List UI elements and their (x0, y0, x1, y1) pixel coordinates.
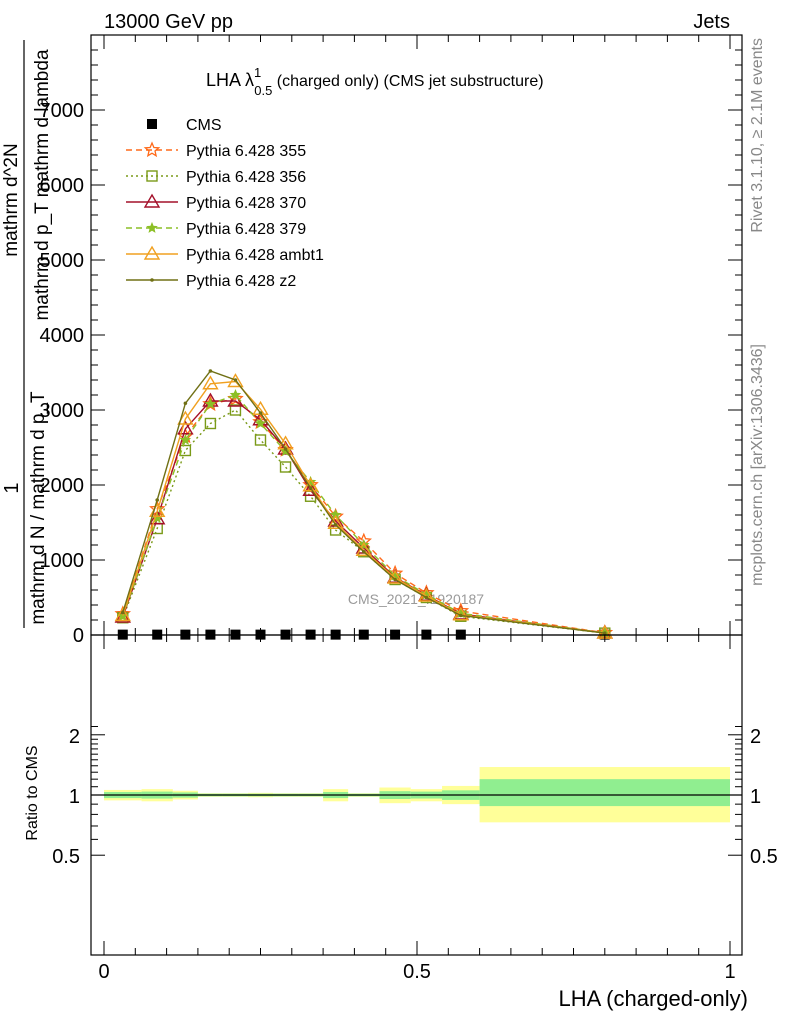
data-point (114, 607, 131, 622)
ratio-inner-band (479, 779, 730, 807)
main-axis-ticks: 0 1000 2000 3000 4000 5000 6000 7000 (40, 35, 742, 647)
ylabel-one: 1 (1, 482, 23, 493)
main-y-tick-label: 7000 (40, 100, 85, 122)
ratio-y-tick-label-right: 0.5 (750, 846, 778, 868)
legend-marker (146, 170, 158, 182)
data-point (204, 397, 217, 409)
data-point (179, 433, 192, 445)
data-point (459, 613, 463, 618)
data-point (393, 577, 397, 582)
data-point (361, 549, 366, 554)
legend-marker (146, 221, 158, 233)
header-left: 13000 GeV pp (104, 11, 233, 33)
legend-label: Pythia 6.428 370 (186, 195, 306, 212)
ratio-y-tick-label-right: 1 (750, 786, 761, 808)
rivet-label: Rivet 3.1.10, ≥ 2.1M events (749, 38, 766, 233)
main-y-tick-label: 4000 (40, 325, 85, 347)
legend-item: Pythia 6.428 355 (126, 141, 306, 160)
data-point (202, 375, 219, 390)
x-tick-label: 0 (98, 961, 109, 983)
series-line (122, 394, 605, 634)
legend-item: Pythia 6.428 379 (126, 221, 306, 238)
legend-label: Pythia 6.428 355 (186, 143, 306, 160)
data-point (177, 410, 194, 425)
data-point (254, 417, 267, 429)
ratio-frame (90, 634, 743, 956)
mcplots-label: mcplots.cern.ch [arXiv:1306.3436] (749, 344, 766, 586)
data-point (229, 404, 242, 416)
legend-item: CMS (147, 117, 222, 134)
watermark-text: CMS_2021_I1920187 (348, 591, 484, 607)
legend: CMS Pythia 6.428 355 Pythia 6.428 356 Pythi… (126, 117, 324, 290)
data-point (179, 444, 192, 457)
series-line (122, 398, 605, 634)
series-line (122, 370, 605, 634)
data-point (227, 373, 244, 388)
main-y-axis-label: 1 mathrm d N / mathrm d p_T mathrm d^2N mat… (1, 40, 53, 628)
data-point (120, 610, 125, 615)
main-y-tick-label: 1000 (40, 550, 85, 572)
data-point (283, 447, 288, 451)
data-point (302, 477, 319, 492)
data-point (155, 498, 160, 502)
ratio-panel: 0.5 0.5 1 1 2 2 0 0.5 1 Ratio to CMS LHA (charge… (24, 634, 778, 1011)
ylabel-num-top: mathrm d^2N (1, 143, 22, 256)
data-point (308, 486, 313, 490)
legend-marker (150, 278, 154, 282)
legend-item: Pythia 6.428 ambt1 (126, 245, 324, 264)
legend-label: Pythia 6.428 379 (186, 221, 306, 238)
ratio-y-tick-label: 0.5 (52, 846, 80, 868)
ratio-axis-ticks: 0.5 0.5 1 1 2 2 0 0.5 1 (52, 635, 778, 983)
data-point (233, 378, 238, 382)
main-title: LHA λ1 0.5 (charged only) (CMS jet substr… (206, 65, 544, 98)
legend-marker (143, 245, 161, 260)
main-panel: CMS_2021_I1920187 0 1000 2000 3000 4000 5000 6… (1, 34, 743, 647)
data-point (327, 514, 344, 529)
chart-title-text: LHA λ1 0.5 (charged only) (CMS jet substr… (206, 65, 544, 98)
legend-marker (143, 193, 161, 208)
data-point (204, 417, 217, 430)
legend-label: Pythia 6.428 ambt1 (186, 247, 324, 264)
main-y-tick-label: 6000 (40, 175, 85, 197)
data-point (279, 461, 292, 473)
main-y-tick-label: 2000 (40, 475, 85, 497)
data-point (229, 388, 242, 400)
data-point (183, 401, 188, 406)
legend-label: Pythia 6.428 356 (186, 169, 306, 186)
legend-item: Pythia 6.428 370 (126, 193, 306, 212)
data-point (333, 522, 338, 527)
legend-label: CMS (186, 117, 222, 134)
data-point (258, 411, 263, 415)
data-point (208, 369, 213, 373)
data-point (277, 440, 294, 455)
data-point (177, 420, 194, 435)
ylabel-num-bottom: mathrm d p_T mathrm d lambda (32, 49, 53, 320)
legend-marker (147, 119, 157, 129)
x-tick-label: 0.5 (403, 961, 431, 983)
ratio-y-tick-label-right: 2 (750, 726, 761, 748)
ratio-y-label: Ratio to CMS (24, 745, 41, 840)
series-line (122, 380, 605, 634)
data-point (603, 631, 607, 635)
x-tick-label: 1 (724, 961, 735, 983)
data-point (302, 481, 319, 496)
x-axis-label: LHA (charged-only) (558, 986, 748, 1011)
main-y-tick-label: 5000 (40, 250, 85, 272)
series-6 (120, 369, 607, 635)
main-y-tick-label: 3000 (40, 400, 85, 422)
header-right: Jets (693, 11, 730, 33)
data-point (254, 434, 267, 446)
legend-marker (143, 141, 161, 158)
ratio-y-tick-label: 2 (69, 726, 80, 748)
ylabel-denominator: mathrm d N / mathrm d p_T (28, 391, 49, 625)
legend-item: Pythia 6.428 356 (126, 169, 306, 186)
ratio-y-tick-label: 1 (69, 786, 80, 808)
data-point (424, 595, 429, 600)
legend-item: Pythia 6.428 z2 (126, 273, 296, 290)
legend-label: Pythia 6.428 z2 (186, 273, 296, 290)
main-y-tick-label: 0 (73, 625, 84, 647)
